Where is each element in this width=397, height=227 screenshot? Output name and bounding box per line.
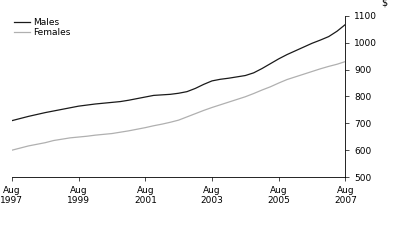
Females [43,141,48,144]
Males [251,72,256,74]
Males [60,108,64,111]
Females [51,139,56,142]
Males [101,102,106,105]
Males [26,115,31,118]
Females [168,121,173,124]
Males [110,101,114,104]
Males [276,57,281,60]
Males [35,113,39,116]
Males [260,67,264,70]
Males [51,110,56,112]
Females [310,70,314,73]
Females [126,129,131,132]
Males [126,99,131,102]
Legend: Males, Females: Males, Females [14,18,71,37]
Males [343,23,348,26]
Line: Females: Females [12,62,345,150]
Males [68,106,73,109]
Females [318,67,323,70]
Females [201,109,206,112]
Females [260,89,264,91]
Females [243,95,248,98]
Males [310,42,314,45]
Males [160,94,164,96]
Males [201,83,206,86]
Females [276,82,281,84]
Males [235,76,239,78]
Females [185,116,189,118]
Males [76,105,81,108]
Males [243,74,248,77]
Males [193,87,198,90]
Females [210,106,214,109]
Males [143,96,148,98]
Females [76,136,81,138]
Males [135,97,139,100]
Males [18,117,23,120]
Males [301,46,306,48]
Males [93,103,98,105]
Females [135,128,139,131]
Males [176,92,181,95]
Males [293,49,298,52]
Line: Males: Males [12,25,345,121]
Females [285,78,289,81]
Females [160,123,164,126]
Females [301,73,306,76]
Males [326,35,331,38]
Males [210,79,214,82]
Males [268,62,273,65]
Males [168,93,173,96]
Males [285,53,289,56]
Males [118,100,123,103]
Females [18,147,23,149]
Females [218,104,223,106]
Females [226,101,231,104]
Females [143,126,148,129]
Males [226,77,231,80]
Females [93,134,98,136]
Females [176,119,181,121]
Males [318,39,323,41]
Females [193,112,198,115]
Females [101,133,106,136]
Text: $: $ [381,0,387,7]
Males [10,119,14,122]
Males [43,111,48,114]
Females [151,124,156,127]
Females [293,76,298,78]
Males [218,78,223,81]
Females [343,60,348,63]
Females [335,63,339,66]
Females [118,131,123,133]
Males [151,94,156,97]
Females [268,85,273,88]
Females [35,143,39,146]
Males [85,104,89,106]
Females [68,136,73,139]
Females [110,132,114,135]
Females [235,98,239,101]
Females [60,138,64,141]
Males [185,90,189,93]
Females [10,149,14,152]
Females [251,92,256,95]
Females [85,135,89,138]
Males [335,30,339,32]
Females [326,65,331,68]
Females [26,145,31,147]
